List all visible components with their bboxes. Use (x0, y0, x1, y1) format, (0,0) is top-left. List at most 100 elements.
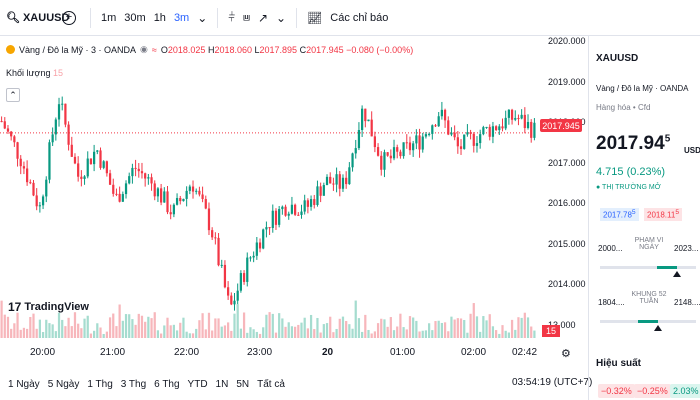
candle-body (415, 135, 418, 144)
clock-timezone[interactable]: 03:54:19 (UTC+7) (512, 377, 593, 388)
candle (526, 114, 530, 130)
day-range-fill (656, 266, 677, 269)
candle-body (150, 177, 153, 184)
candle-body (380, 155, 383, 170)
volume-bar (453, 319, 456, 338)
eye-icon[interactable]: ◉ (140, 44, 148, 54)
range-all[interactable]: Tất cả (257, 378, 285, 390)
candle-body (504, 117, 507, 129)
details-name[interactable]: Vàng / Đô la Mỹ · OANDA (596, 84, 689, 93)
candle-body (421, 136, 424, 150)
candles-icon[interactable]: ⩏ (243, 10, 250, 24)
ask-price[interactable]: 2018.115 (644, 208, 683, 221)
volume-bar (348, 324, 351, 338)
performance-title: Hiệu suất (596, 358, 642, 369)
candle-body (373, 136, 376, 148)
timeframe-1h[interactable]: 1h (153, 11, 166, 24)
symbol-search[interactable]: 🔍︎ XAUUSD (0, 11, 69, 25)
area-chart-icon[interactable]: ↗ (257, 10, 268, 25)
performance-1m[interactable]: −0.25% (634, 384, 671, 398)
year-range-fill (637, 320, 658, 323)
timeframe-3m[interactable]: 3m (173, 11, 190, 24)
candle (514, 110, 517, 122)
candle-body (86, 158, 89, 177)
candle (70, 136, 73, 157)
candle (498, 124, 501, 136)
candle-body (345, 177, 348, 185)
candle (45, 176, 48, 203)
settings-icon[interactable]: ≈ (151, 44, 157, 55)
timeframe-30m[interactable]: 30m (124, 11, 146, 24)
collapse-legend-button[interactable]: ⌃ (6, 88, 20, 102)
range-1d[interactable]: 1 Ngày (8, 378, 40, 390)
candle-body (386, 152, 389, 156)
candle (329, 172, 332, 184)
candle (3, 117, 6, 130)
volume-bar (418, 331, 421, 338)
candle (26, 160, 29, 186)
volume-bar (392, 330, 396, 338)
candle-body (319, 186, 322, 196)
gear-icon[interactable]: ⚙︎ (561, 348, 571, 360)
indicators-button[interactable]: Các chỉ báo (330, 11, 389, 24)
indicators-icon[interactable]: 📈︎ (307, 10, 323, 25)
candle (252, 251, 255, 263)
candle (51, 127, 54, 147)
price-axis[interactable]: 2020.0002019.0002018.0002017.0002016.000… (538, 36, 586, 340)
range-5d[interactable]: 5 Ngày (47, 378, 80, 390)
candle-body (160, 188, 163, 203)
candle-body (309, 199, 313, 207)
volume-bar (415, 320, 418, 338)
chevron-down-icon[interactable]: ⌄ (197, 10, 208, 25)
candle-body (61, 103, 64, 105)
range-5y[interactable]: 5N (236, 378, 250, 390)
candle-body (118, 193, 121, 202)
volume-bar (252, 329, 255, 338)
candle (214, 232, 217, 245)
ohlc-values: O2018.025 H2018.060 L2017.895 C2017.945 … (160, 44, 414, 55)
range-3m[interactable]: 3 Thg (120, 378, 147, 390)
chart-area[interactable] (0, 36, 584, 340)
volume-bar (479, 331, 482, 338)
range-1m[interactable]: 1 Thg (87, 378, 113, 390)
price-chart[interactable] (0, 36, 584, 340)
candle-body (70, 144, 73, 157)
candle-body (64, 103, 67, 125)
candle-body (57, 104, 61, 120)
candle (351, 152, 354, 172)
candle-body (19, 158, 22, 167)
volume-bar (67, 317, 70, 338)
bid-price[interactable]: 2017.785 (600, 208, 639, 221)
volume-bar (386, 326, 389, 338)
timeframe-1m[interactable]: 1m (101, 11, 117, 24)
time-axis[interactable]: 20:00 21:00 22:00 23:00 20 01:00 02:00 02:42 (0, 344, 584, 364)
candle-body (153, 183, 156, 197)
range-6m[interactable]: 6 Thg (154, 378, 180, 390)
chevron-down-icon[interactable]: ⌄ (276, 10, 287, 25)
range-1y[interactable]: 1N (215, 378, 229, 390)
volume-bar (271, 313, 274, 338)
candle (0, 116, 3, 123)
volume-bar (99, 327, 102, 338)
candle-body (0, 121, 3, 123)
volume-bar (48, 323, 51, 338)
tradingview-logo[interactable]: 17 TradingView (8, 300, 89, 314)
candle (67, 121, 70, 151)
candle-body (54, 119, 57, 135)
details-change: 4.715 (0.23%) (596, 166, 666, 178)
performance-1w[interactable]: −0.32% (598, 384, 635, 398)
candle-body (102, 161, 105, 168)
candle (431, 124, 434, 140)
candle (322, 182, 325, 196)
candle-body (281, 206, 284, 210)
candle (16, 141, 19, 167)
price-tick-label: 2020.000 (548, 36, 586, 46)
performance-3m[interactable]: 2.03% (670, 384, 700, 398)
year-range-marker (653, 325, 662, 331)
bar-style-icon[interactable]: ⫩ (228, 10, 236, 24)
volume-bar (364, 314, 367, 338)
range-ytd[interactable]: YTD (187, 378, 208, 390)
compare-add-icon[interactable]: + (62, 10, 76, 25)
candle-body (338, 174, 341, 189)
candle-body (306, 200, 309, 207)
